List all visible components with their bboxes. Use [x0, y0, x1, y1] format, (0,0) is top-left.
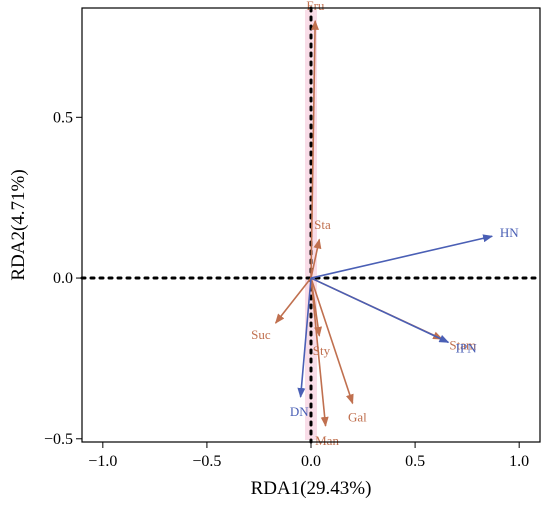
x-axis-title: RDA1(29.43%) [251, 478, 372, 499]
vector-hn [310, 234, 494, 279]
vector-fru [310, 19, 320, 279]
vector-label-gal: Gal [348, 410, 367, 425]
reference-lines [80, 6, 542, 444]
vector-label-dn: DN [290, 404, 309, 419]
vector-label-hn: HN [500, 225, 519, 240]
y-tick-label: −0.5 [44, 431, 73, 448]
x-tick-label: 0.5 [405, 453, 425, 470]
vector-ipn [310, 277, 450, 344]
x-tick-label: 1.0 [509, 453, 529, 470]
vector-label-stam: Stam [449, 337, 476, 352]
vector-label-fru: Fru [306, 0, 325, 13]
vectors-layer: Fru Sta Suc Sty Stam Gal Man HN IPN DN [251, 0, 519, 448]
vector-label-sty: Sty [313, 343, 331, 358]
y-axis-title: RDA2(4.71%) [8, 169, 29, 280]
x-tick-label: 0.0 [301, 453, 321, 470]
vector-dn [297, 277, 312, 398]
vector-label-man: Man [315, 433, 339, 448]
vector-suc [274, 277, 312, 324]
x-tick-label: −1.0 [88, 453, 117, 470]
vector-gal [310, 277, 354, 405]
vector-label-suc: Suc [251, 327, 271, 342]
x-tick-label: −0.5 [192, 453, 221, 470]
ticks-layer: −1.0 −0.5 0.0 0.5 1.0 −0.5 0.0 0.5 [44, 109, 529, 470]
y-tick-label: 0.5 [53, 109, 73, 126]
vector-label-ipn: IPN [456, 341, 478, 356]
vector-label-sta: Sta [314, 217, 331, 232]
vector-man [310, 277, 329, 427]
vector-sta [310, 238, 322, 279]
y-tick-label: 0.0 [53, 270, 73, 287]
